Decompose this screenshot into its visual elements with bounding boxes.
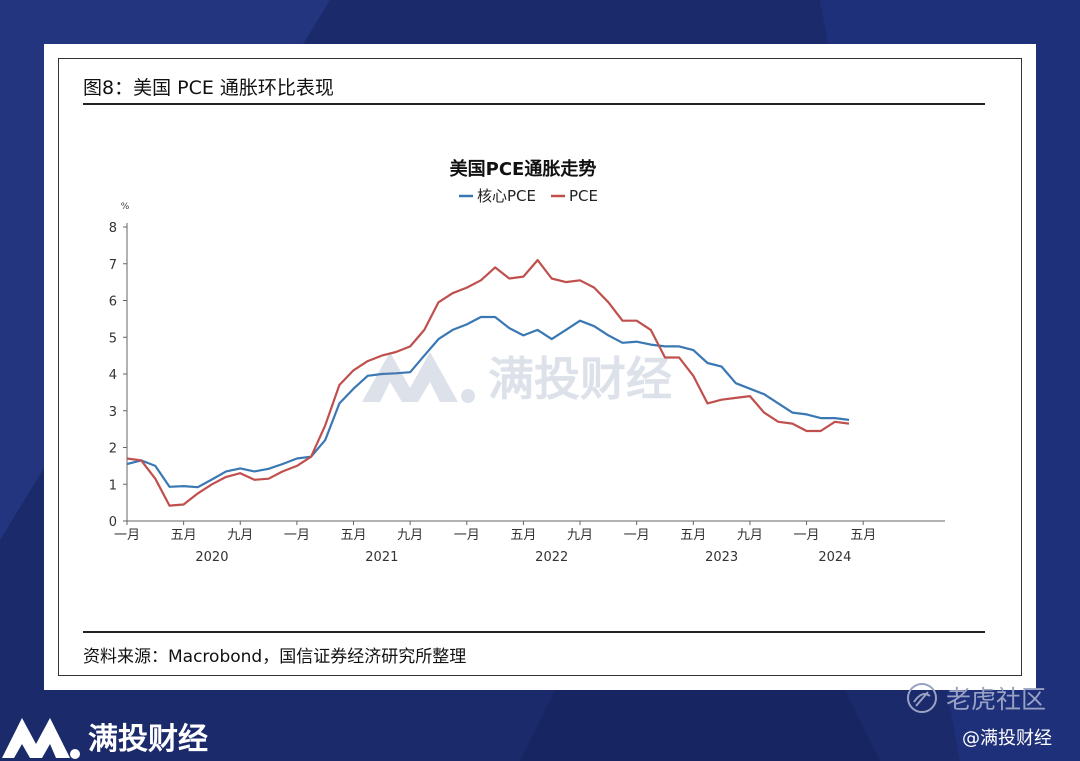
x-tick-label-3: 九月 xyxy=(227,528,253,543)
y-axis-unit: % xyxy=(121,202,130,212)
y-tick-label-3: 3 xyxy=(109,405,117,420)
platform-name: 老虎社区 xyxy=(946,685,1047,714)
brand-logo: 满投财经 xyxy=(0,712,208,760)
series-line-1 xyxy=(126,315,850,489)
legend-label-1: 核心PCE xyxy=(477,187,536,205)
watermark: 满投财经 xyxy=(360,343,672,409)
watermark-text: 满投财经 xyxy=(488,352,672,406)
figure-title: 图8：美国 PCE 通胀环比表现 xyxy=(83,77,334,99)
x-tick-label-8: 五月 xyxy=(510,528,536,543)
x-tick-label-1: 一月 xyxy=(114,528,140,543)
x-year-label-2021: 2021 xyxy=(365,550,398,565)
figure-frame: 图8：美国 PCE 通胀环比表现 美国PCE通胀走势核心PCE PCE% 0 1 2 3 4… xyxy=(58,58,1022,676)
tiger-logo-icon xyxy=(907,683,937,713)
x-year-label-2020: 2020 xyxy=(195,550,228,565)
y-tick-label-7: 7 xyxy=(109,258,117,273)
figure-card: 图8：美国 PCE 通胀环比表现 美国PCE通胀走势核心PCE PCE% 0 1 2 3 4… xyxy=(44,44,1036,690)
x-tick-label-10: 一月 xyxy=(624,528,650,543)
y-tick-label-6: 6 xyxy=(109,295,117,310)
y-tick-label-0: 0 xyxy=(109,515,117,530)
y-tick-label-8: 8 xyxy=(109,221,117,236)
platform-watermark: 老虎社区 xyxy=(906,680,1046,716)
brand-logo-text: 满投财经 xyxy=(88,722,208,757)
legend-label-2: PCE xyxy=(569,187,598,205)
x-tick-label-6: 九月 xyxy=(397,528,423,543)
y-tick-label-2: 2 xyxy=(109,442,117,457)
x-tick-label-4: 一月 xyxy=(284,528,310,543)
x-tick-label-5: 五月 xyxy=(341,528,367,543)
x-tick-label-14: 五月 xyxy=(850,528,876,543)
source-note: 资料来源：Macrobond，国信证券经济研究所整理 xyxy=(83,647,467,667)
y-tick-label-1: 1 xyxy=(109,478,117,493)
x-tick-label-9: 九月 xyxy=(567,528,593,543)
chart-title: 美国PCE通胀走势 xyxy=(450,158,597,180)
x-tick-label-13: 一月 xyxy=(794,528,820,543)
x-tick-label-12: 九月 xyxy=(737,528,763,543)
y-tick-label-4: 4 xyxy=(109,368,117,383)
x-year-label-2023: 2023 xyxy=(705,550,738,565)
y-tick-label-5: 5 xyxy=(109,331,117,346)
brand-logo-icon xyxy=(2,718,80,759)
x-year-label-2024: 2024 xyxy=(818,550,851,565)
series-line-2 xyxy=(126,259,850,507)
x-year-label-2022: 2022 xyxy=(535,550,568,565)
x-tick-label-7: 一月 xyxy=(454,528,480,543)
source-rule xyxy=(83,631,985,633)
x-tick-label-11: 五月 xyxy=(680,528,706,543)
x-tick-label-2: 五月 xyxy=(171,528,197,543)
title-rule xyxy=(83,103,985,105)
author-handle: @满投财经 xyxy=(962,728,1052,749)
watermark-logo-icon xyxy=(362,352,475,403)
